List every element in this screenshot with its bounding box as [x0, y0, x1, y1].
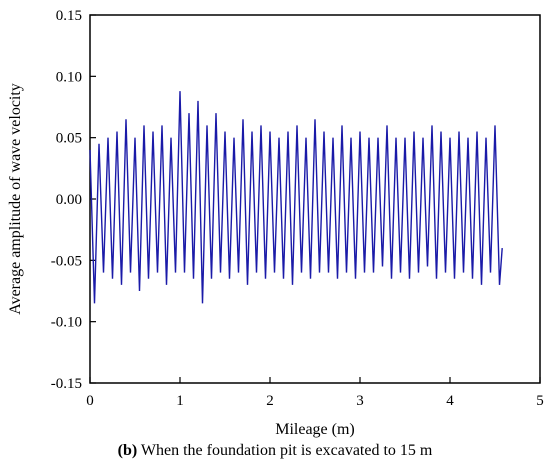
y-axis: 0.15 0.10 0.05 0.00 -0.05 -0.10 -0.15: [51, 8, 96, 392]
caption-label: (b): [117, 442, 138, 459]
y-tick-label: 0.15: [56, 8, 82, 24]
x-tick-label: 2: [266, 393, 274, 409]
plot-frame: [89, 14, 541, 384]
x-axis-title: Mileage (m): [275, 421, 355, 438]
x-tick-label: 4: [446, 393, 454, 409]
series-line: [89, 91, 503, 304]
y-tick-label: 0.05: [56, 131, 82, 147]
y-axis-title: Average amplitude of wave velocity: [7, 83, 24, 315]
figure-caption: (b) When the foundation pit is excavated…: [0, 442, 550, 460]
x-tick-label: 5: [536, 393, 544, 409]
y-tick-label: -0.15: [51, 376, 82, 392]
y-tick-label: 0.10: [56, 69, 82, 85]
caption-text: When the foundation pit is excavated to …: [140, 442, 433, 459]
x-tick-label: 3: [356, 393, 364, 409]
x-tick-label: 1: [176, 393, 184, 409]
x-axis: 0 1 2 3 4 5: [86, 377, 544, 409]
y-tick-label: -0.10: [51, 315, 82, 331]
x-tick-label: 0: [86, 393, 94, 409]
y-tick-label: -0.05: [51, 253, 82, 269]
y-tick-label: 0.00: [56, 192, 82, 208]
